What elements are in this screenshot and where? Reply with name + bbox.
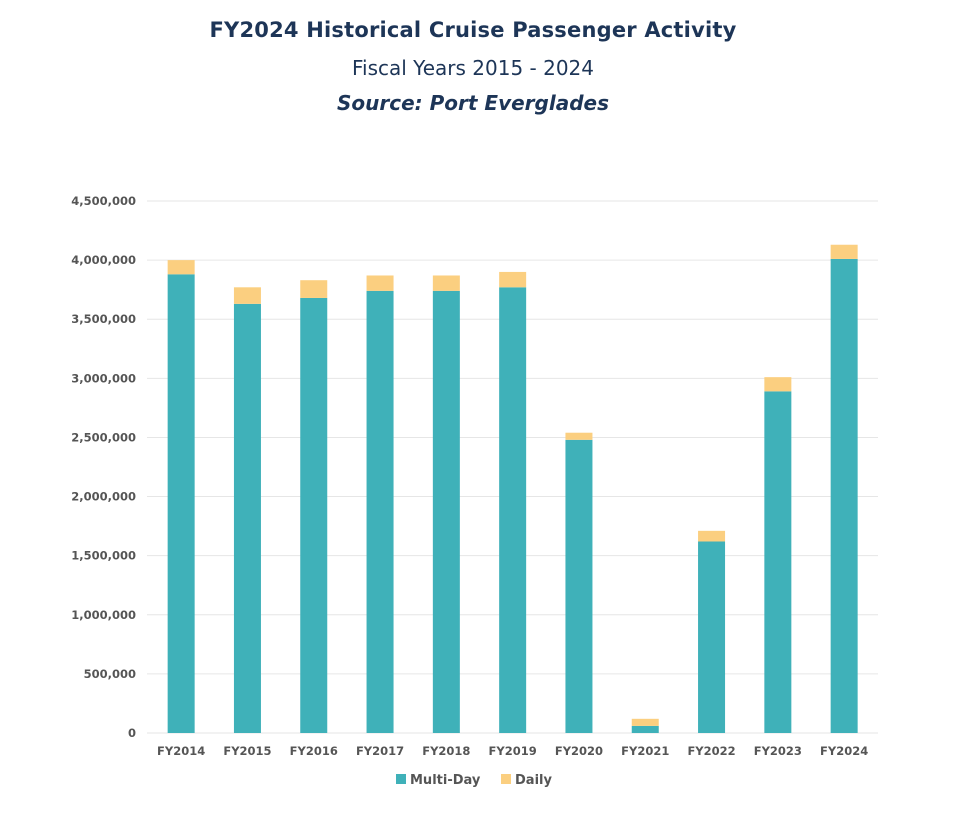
bar-multi-day-fy2015	[233, 303, 261, 733]
bar-daily-fy2019	[499, 271, 527, 288]
x-tick-label: FY2022	[687, 744, 735, 758]
y-tick-label: 4,500,000	[71, 194, 136, 208]
x-tick-label: FY2016	[290, 744, 338, 758]
bar-daily-fy2014	[167, 260, 195, 275]
legend-swatch	[501, 774, 511, 784]
y-tick-label: 500,000	[84, 667, 136, 681]
x-tick-label: FY2021	[621, 744, 669, 758]
x-tick-label: FY2024	[820, 744, 868, 758]
bar-multi-day-fy2016	[300, 297, 328, 733]
x-tick-label: FY2020	[555, 744, 603, 758]
x-tick-label: FY2018	[422, 744, 470, 758]
bar-daily-fy2024	[830, 244, 858, 259]
bar-daily-fy2023	[764, 377, 792, 392]
bar-multi-day-fy2022	[698, 541, 726, 733]
chart-source: Source: Port Everglades	[337, 91, 609, 115]
x-tick-label: FY2015	[223, 744, 271, 758]
bar-multi-day-fy2014	[167, 274, 195, 733]
bar-daily-fy2017	[366, 275, 394, 291]
y-tick-label: 2,000,000	[71, 490, 136, 504]
y-tick-label: 3,500,000	[71, 312, 136, 326]
x-axis-ticks: FY2014 FY2015 FY2016 FY2017 FY2018 FY2019 FY20…	[157, 744, 868, 758]
y-axis-ticks: 0 500,000 1,000,000 1,500,000 2,000,000 2,500…	[71, 194, 136, 740]
x-tick-label: FY2014	[157, 744, 205, 758]
bar-multi-day-fy2021	[631, 725, 659, 733]
bar-multi-day-fy2020	[565, 439, 593, 733]
y-tick-label: 4,000,000	[71, 253, 136, 267]
y-tick-label: 1,000,000	[71, 608, 136, 622]
bar-multi-day-fy2018	[432, 290, 460, 733]
y-tick-label: 1,500,000	[71, 549, 136, 563]
legend-swatch	[396, 774, 406, 784]
bars	[167, 244, 858, 733]
chart-title: FY2024 Historical Cruise Passenger Activ…	[209, 18, 737, 42]
bar-daily-fy2015	[233, 287, 261, 304]
bar-daily-fy2020	[565, 432, 593, 440]
bar-multi-day-fy2023	[764, 391, 792, 733]
legend-label: Daily	[515, 773, 552, 788]
bar-multi-day-fy2024	[830, 258, 858, 733]
x-tick-label: FY2019	[489, 744, 537, 758]
bar-multi-day-fy2019	[499, 287, 527, 733]
bar-multi-day-fy2017	[366, 290, 394, 733]
bar-daily-fy2022	[698, 530, 726, 542]
chart-subtitle: Fiscal Years 2015 - 2024	[351, 56, 595, 80]
bar-daily-fy2016	[300, 280, 328, 298]
bar-daily-fy2021	[631, 718, 659, 726]
y-tick-label: 2,500,000	[71, 430, 136, 444]
y-tick-label: 0	[128, 726, 136, 740]
x-tick-label: FY2017	[356, 744, 404, 758]
bar-daily-fy2018	[432, 275, 460, 291]
x-tick-label: FY2023	[754, 744, 802, 758]
legend-label: Multi-Day	[410, 773, 481, 788]
y-tick-label: 3,000,000	[71, 371, 136, 385]
legend: Multi-Day Daily	[396, 773, 552, 788]
